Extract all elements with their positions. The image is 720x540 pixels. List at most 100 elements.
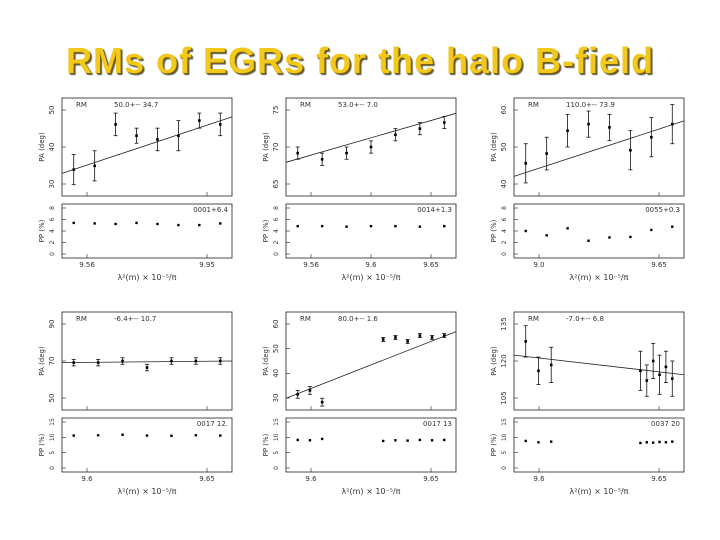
pp-axis-label: PP (%) [490,433,498,456]
pa-ytick-label: 60 [500,106,508,115]
pp-ytick-label: 15 [501,418,508,426]
pa-data-point [381,338,385,341]
pa-ytick-label: 60 [272,320,280,329]
pp-data-point [135,221,138,225]
pp-axis-label: PP (%) [262,219,270,242]
pp-ytick-label: 5 [273,451,280,455]
pp-ytick-label: 8 [49,206,56,210]
xtick-label: 9.65 [199,475,215,483]
pp-data-point [443,224,446,228]
pp-data-point [72,434,75,437]
x-axis-label: λ²(m) × 10⁻⁵/π [118,273,177,282]
pa-data-point [430,336,434,339]
pa-ytick-label: 40 [272,369,280,378]
pa-ytick-label: 30 [272,394,280,403]
pa-data-point [156,138,159,141]
pa-data-point [664,365,668,369]
pa-data-point [629,148,632,152]
pp-data-point [320,224,324,228]
pp-data-point [545,234,548,237]
pp-data-point [121,433,124,436]
pp-ytick-label: 0 [273,466,280,470]
pp-axis-label: PP (%) [490,219,498,242]
rm-value: 80.0+-- 1.6 [338,315,378,323]
pa-axis-label: PA (deg) [490,346,498,376]
pa-axis-label: PA (deg) [262,132,270,162]
pp-data-point [93,222,96,225]
pp-data-point [114,222,117,226]
pp-data-point [406,439,409,442]
rm-fit-line [513,120,685,177]
pp-data-point [394,439,397,442]
pa-data-point [418,334,422,337]
pp-plot-frame [513,417,685,473]
xtick-label: 9.6 [81,475,93,483]
pp-data-point [650,228,653,232]
pa-ytick-label: 70 [48,357,56,366]
xtick-label: 9.65 [423,475,439,483]
pp-data-point [658,440,661,444]
pa-data-point [170,359,173,363]
pa-data-point [218,123,222,126]
pp-data-point [170,434,173,438]
pa-data-point [670,122,674,126]
pa-plot-frame [513,97,685,197]
source-name: 0055+0.3 [645,206,680,214]
pp-data-point [198,223,201,227]
pa-data-point [96,361,100,364]
pp-ytick-label: 8 [273,206,280,210]
pa-axis-label: PA (deg) [38,346,46,376]
pa-ytick-label: 105 [500,391,508,404]
pp-data-point [156,222,159,226]
pp-ytick-label: 0 [49,466,56,470]
pp-ytick-label: 2 [49,240,56,244]
x-axis-label: λ²(m) × 10⁻⁵/π [118,487,177,496]
rm-label: RM [76,315,87,323]
pp-data-point [308,439,312,442]
chart-panel-3: 40 50 60 PA (deg) 0 2 4 6 8 PP (%) 9.0 9.65 λ²(m) × … [484,92,694,284]
pp-axis-label: PP (%) [262,433,270,456]
pp-data-point [524,439,527,443]
pa-data-point [639,369,642,373]
xtick-label: 9.65 [651,261,667,269]
pp-data-point [645,441,648,444]
pa-ytick-label: 75 [272,106,280,115]
pp-ytick-label: 0 [273,252,280,256]
pp-ytick-label: 6 [501,217,508,221]
pp-plot-frame [285,417,457,473]
pa-data-point [442,121,446,124]
pp-data-point [177,223,180,227]
rm-value: -6.4+-- 10.7 [114,315,156,323]
rm-fit-line [61,360,233,364]
pp-ytick-label: 5 [501,451,508,455]
pa-data-point [587,122,590,126]
chart-panel-2: 65 70 75 PA (deg) 0 2 4 6 8 PP (%) 9.56 9.6 9.65 λ²(m… [256,92,466,284]
pa-ytick-label: 120 [500,354,508,367]
pa-ytick-label: 50 [48,106,56,115]
pa-ytick-label: 70 [272,143,280,152]
pp-ytick-label: 8 [501,206,508,210]
pp-ytick-label: 6 [273,217,280,221]
pp-data-point [320,437,324,441]
pp-data-point [382,439,385,443]
pp-data-point [537,441,540,444]
source-name: 0014+1.3 [417,206,452,214]
pp-data-point [430,439,434,442]
pp-data-point [345,225,348,228]
pa-data-point [645,379,649,382]
pp-data-point [219,222,222,225]
x-axis-label: λ²(m) × 10⁻⁵/π [570,273,629,282]
pa-data-point [296,151,300,155]
pa-ytick-label: 40 [500,180,508,189]
pa-axis-label: PA (deg) [262,346,270,376]
rm-label: RM [528,315,539,323]
rm-fit-line [285,112,457,163]
pa-data-point [218,359,222,363]
pa-data-point [524,340,528,343]
x-axis-label: λ²(m) × 10⁻⁵/π [342,273,401,282]
pa-axis-label: PA (deg) [38,132,46,162]
pp-data-point [664,441,668,444]
pa-data-point [608,126,611,129]
pa-data-point [345,151,348,155]
pa-data-point [177,134,180,137]
